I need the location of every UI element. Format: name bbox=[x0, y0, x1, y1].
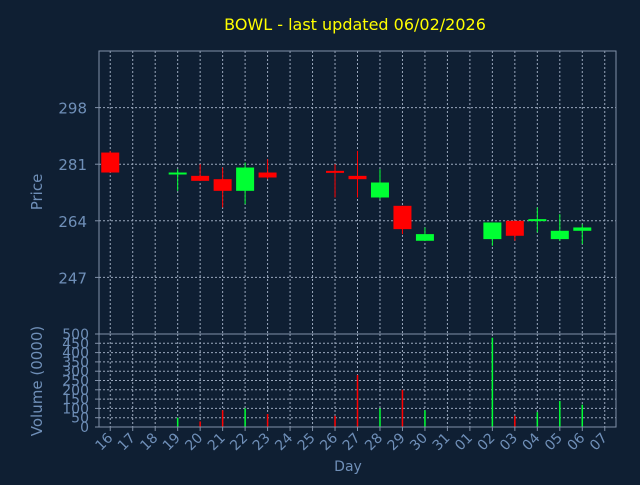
volume-tick-label: 300 bbox=[62, 364, 89, 380]
price-axis-ticks: 247 264 281 298 bbox=[58, 100, 99, 287]
candle-body bbox=[348, 175, 367, 180]
volume-bar bbox=[536, 412, 539, 427]
candle bbox=[505, 220, 524, 241]
volume-tick-label: 500 bbox=[62, 327, 89, 343]
candle-body bbox=[236, 167, 255, 191]
volume-bars bbox=[176, 337, 584, 427]
price-tick-label: 247 bbox=[58, 269, 87, 287]
candle-body bbox=[168, 172, 187, 175]
candle-body bbox=[370, 182, 389, 198]
volume-axis-label: Volume (0000) bbox=[28, 326, 46, 436]
volume-tick-label: 350 bbox=[62, 355, 89, 371]
candle-body bbox=[213, 179, 232, 191]
candle bbox=[573, 224, 592, 245]
volume-bar bbox=[221, 410, 224, 427]
volume-tick-label: 50 bbox=[71, 411, 89, 427]
volume-tick-label: 150 bbox=[62, 392, 89, 408]
volume-bar bbox=[266, 413, 269, 427]
candle-body bbox=[101, 152, 120, 173]
candle bbox=[213, 167, 232, 208]
candle bbox=[415, 227, 434, 241]
candle bbox=[348, 150, 367, 198]
candle bbox=[168, 169, 187, 191]
candle bbox=[258, 159, 277, 180]
volume-bar bbox=[491, 337, 494, 427]
candle bbox=[236, 162, 255, 205]
volume-bar bbox=[244, 408, 246, 427]
volume-tick-label: 0 bbox=[80, 420, 89, 436]
candle-body bbox=[550, 230, 569, 240]
candle bbox=[550, 214, 569, 241]
candle bbox=[326, 164, 345, 198]
candle bbox=[483, 222, 502, 246]
candle bbox=[528, 207, 547, 233]
price-tick-label: 264 bbox=[58, 213, 87, 231]
volume-bar bbox=[379, 408, 381, 427]
candle-body bbox=[528, 219, 547, 222]
volume-bar bbox=[199, 421, 201, 427]
candle-body bbox=[191, 175, 210, 181]
price-tick-label: 298 bbox=[58, 100, 87, 118]
volume-bar bbox=[401, 389, 404, 427]
price-tick-label: 281 bbox=[58, 156, 87, 174]
volume-bar bbox=[176, 417, 179, 427]
candle-body bbox=[326, 170, 345, 173]
x-axis-label: Day bbox=[334, 459, 362, 475]
candle-body bbox=[393, 205, 412, 230]
volume-bar bbox=[559, 400, 561, 427]
volume-tick-label: 100 bbox=[62, 401, 89, 417]
volume-tick-label: 200 bbox=[62, 383, 89, 399]
candle-body bbox=[415, 234, 434, 241]
volume-bar bbox=[424, 410, 426, 427]
chart-title: BOWL - last updated 06/02/2026 bbox=[224, 15, 486, 34]
volume-bar bbox=[356, 374, 359, 427]
candle-body bbox=[573, 227, 592, 231]
candle-body bbox=[505, 220, 524, 236]
price-candles bbox=[101, 150, 592, 246]
candle-body bbox=[258, 172, 277, 178]
candle bbox=[101, 150, 120, 173]
volume-bar bbox=[334, 415, 336, 427]
candle bbox=[370, 169, 389, 200]
candle bbox=[393, 205, 412, 235]
candle-body bbox=[483, 222, 502, 240]
price-axis-label: Price bbox=[28, 174, 46, 211]
volume-tick-label: 450 bbox=[62, 336, 89, 352]
volume-tick-label: 250 bbox=[62, 374, 89, 390]
volume-tick-label: 400 bbox=[62, 346, 89, 362]
volume-bar bbox=[581, 404, 584, 427]
candle bbox=[191, 164, 210, 181]
volume-bar bbox=[514, 415, 516, 427]
